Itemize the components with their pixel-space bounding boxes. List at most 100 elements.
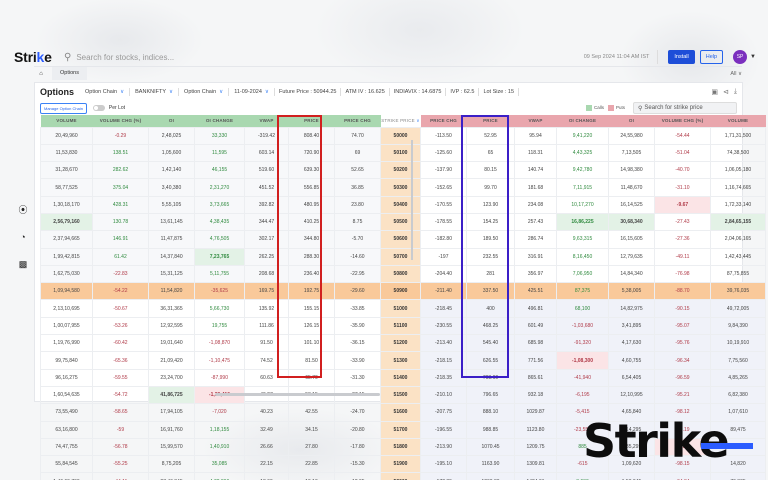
strike-price-cell[interactable]: 50700 xyxy=(380,247,421,266)
pe-cell-price-chg: -207.75 xyxy=(420,403,467,422)
col-ce-oi-change[interactable]: OI CHANGE xyxy=(194,115,245,127)
strike-logo[interactable]: Strike xyxy=(14,49,52,65)
global-search[interactable]: ⚲ Search for stocks, indices... xyxy=(64,52,174,63)
legend-puts: Puts xyxy=(607,105,625,111)
table-row[interactable]: 73,55,490 -58.65 17,94,105 -7,020 40.23 42.55… xyxy=(40,403,766,422)
vertical-scrollbar[interactable] xyxy=(411,140,413,260)
pe-cell-oi: 24,55,980 xyxy=(608,126,655,145)
filter-all-dropdown[interactable]: All ∨ xyxy=(730,70,742,77)
ce-cell-oi: 11,47,875 xyxy=(148,230,195,249)
ce-cell-oi-change: 4,76,505 xyxy=(194,230,245,249)
ce-cell-vwap: 32.49 xyxy=(244,420,289,439)
strike-price-cell[interactable]: 51400 xyxy=(380,368,421,387)
view-dropdown[interactable]: Option Chain ∨ xyxy=(80,88,131,96)
table-row[interactable]: 1,99,42,815 61.42 14,37,840 7,23,765 262.25 2… xyxy=(40,247,766,266)
col-ce-vwap[interactable]: VWAP xyxy=(244,115,289,127)
strike-price-cell[interactable]: 50800 xyxy=(380,264,421,284)
table-row[interactable]: 1,19,76,990 -60.42 19,01,640 -1,08,870 91.50… xyxy=(40,334,766,353)
col-pe-oi-change[interactable]: OI CHANGE xyxy=(556,115,609,127)
strike-price-cell[interactable]: 51500 xyxy=(380,385,421,405)
table-row[interactable]: 1,00,07,955 -53.26 12,92,595 19,755 111.86 12… xyxy=(40,316,766,336)
pe-cell-oi: 4,60,755 xyxy=(608,351,655,370)
table-row[interactable]: 1,62,75,030 -22.83 15,31,125 5,11,755 208.68… xyxy=(40,264,766,284)
col-ce-price[interactable]: PRICE xyxy=(288,115,335,127)
ce-cell-oi: 15,31,125 xyxy=(148,264,195,284)
col-ce-volume-chg[interactable]: VOLUME CHG (%) xyxy=(92,115,149,127)
col-pe-price[interactable]: PRICE xyxy=(466,115,515,127)
install-button[interactable]: Install xyxy=(668,50,695,64)
col-pe-oi[interactable]: OI xyxy=(608,115,655,127)
strike-price-cell[interactable]: 50500 xyxy=(380,212,421,232)
pie-chart-icon[interactable]: ◔ xyxy=(20,232,26,242)
col-ce-oi[interactable]: OI xyxy=(148,115,195,127)
strike-price-cell[interactable]: 51100 xyxy=(380,316,421,336)
col-ce-price-chg[interactable]: PRICE CHG xyxy=(334,115,381,127)
help-button[interactable]: Help xyxy=(699,50,724,64)
pe-cell-vwap: 1209.75 xyxy=(514,437,557,457)
ce-cell-volume: 1,19,76,990 xyxy=(40,334,93,353)
table-row[interactable]: 20,49,960 -0.29 2,48,025 33,330 -319.42 808.4… xyxy=(40,126,766,145)
strike-price-cell[interactable]: 50900 xyxy=(380,282,421,301)
table-row[interactable]: 63,16,800 -59 16,91,760 1,18,155 32.49 34.15-… xyxy=(40,420,766,439)
strike-price-cell[interactable]: 51300 xyxy=(380,351,421,370)
table-row[interactable]: 11,53,830 138.51 1,05,600 11,595 603.14 720.9… xyxy=(40,143,766,163)
table-row[interactable]: 2,56,79,160 130.78 13,61,145 4,38,435 344.47… xyxy=(40,212,766,232)
breadcrumb-options[interactable]: Options xyxy=(52,67,87,80)
col-pe-volume-chg[interactable]: VOLUME CHG (%) xyxy=(654,115,711,127)
strike-price-cell[interactable]: 52000 xyxy=(380,472,421,480)
col-pe-price-chg[interactable]: PRICE CHG xyxy=(420,115,467,127)
table-row[interactable]: 1,30,18,170 428.31 5,55,105 3,73,665 392.82 4… xyxy=(40,195,766,214)
strike-price-cell[interactable]: 50100 xyxy=(380,143,421,163)
strike-price-cell[interactable]: 51200 xyxy=(380,334,421,353)
table-row[interactable]: 1,46,69,790-44.1127,46,8454,72,89018.691… xyxy=(40,472,766,480)
ce-cell-price: 480.95 xyxy=(288,195,335,214)
home-icon[interactable]: ⌂ xyxy=(39,70,43,77)
compass-icon[interactable]: ⦿ xyxy=(18,205,28,215)
table-row[interactable]: 1,60,54,635-54.7241,86,725-1,39,41049.27… xyxy=(40,385,766,405)
chain-type-dropdown[interactable]: Option Chain ∨ xyxy=(179,88,230,96)
table-row[interactable]: 31,28,670 282.62 1,42,140 46,155 519.60 639.3… xyxy=(40,161,766,180)
table-row[interactable]: 96,16,275 -59.55 23,24,700 -87,990 60.63 65.7… xyxy=(40,368,766,387)
share-icon[interactable]: ⊲ xyxy=(723,89,729,96)
manage-option-chain-button[interactable]: Manage Option Chain xyxy=(40,102,87,114)
pe-cell-price-chg: -137.90 xyxy=(420,161,467,180)
pe-cell-vwap: 286.74 xyxy=(514,230,557,249)
strike-search-input[interactable]: ⚲ Search for strike price xyxy=(633,102,737,114)
symbol-dropdown[interactable]: BANKNIFTY ∨ xyxy=(130,88,180,96)
grid-icon[interactable]: ▩ xyxy=(18,259,28,269)
strike-price-cell[interactable]: 51600 xyxy=(380,403,421,422)
avatar[interactable]: SP xyxy=(733,50,748,64)
col-pe-volume[interactable]: VOLUME xyxy=(710,115,766,127)
col-pe-vwap[interactable]: VWAP xyxy=(514,115,557,127)
chevron-down-icon: ∨ xyxy=(416,117,420,123)
expiry-dropdown[interactable]: 11-09-2024 ∨ xyxy=(229,88,275,96)
table-row[interactable]: 2,37,94,665 146.91 11,47,875 4,76,505 302.17… xyxy=(40,230,766,249)
strike-price-cell[interactable]: 51700 xyxy=(380,420,421,439)
table-row[interactable]: 55,84,545 -55.25 8,75,205 35,085 22.15 22.85-… xyxy=(40,455,766,474)
ce-cell-volume: 1,99,42,815 xyxy=(40,247,93,266)
table-row[interactable]: 2,13,10,695 -50.67 36,31,365 5,66,730 135.92… xyxy=(40,299,766,318)
ce-cell-price: 410.25 xyxy=(288,212,335,232)
strike-price-cell[interactable]: 51000 xyxy=(380,299,421,318)
search-input[interactable]: Search for stocks, indices... xyxy=(76,52,175,62)
per-lot-toggle[interactable] xyxy=(92,105,105,111)
pe-cell-volume-chg-: -95.21 xyxy=(654,385,711,405)
table-row[interactable]: 99,75,840 -65.36 21,09,420 -1,10,475 74.52 81… xyxy=(40,351,766,370)
col-strike-price[interactable]: STRIKE PRICE ∨ xyxy=(380,115,421,127)
pe-cell-volume: 89,475 xyxy=(710,420,766,439)
caret-down-icon[interactable]: ▼ xyxy=(750,54,756,60)
ce-cell-oi-change: 5,11,755 xyxy=(194,264,245,284)
table-row[interactable]: 58,77,525 375.04 3,40,380 2,31,270 451.52 556… xyxy=(40,178,766,197)
strike-price-cell[interactable]: 50300 xyxy=(380,178,421,197)
col-ce-volume[interactable]: VOLUME xyxy=(40,115,93,127)
table-row[interactable]: 1,09,94,580 -54.22 11,54,820 -35,625 169.75 1… xyxy=(40,282,766,301)
strike-price-cell[interactable]: 51900 xyxy=(380,455,421,474)
strike-price-cell[interactable]: 51800 xyxy=(380,437,421,457)
strike-price-cell[interactable]: 50200 xyxy=(380,161,421,180)
horizontal-scrollbar[interactable] xyxy=(215,393,380,396)
download-icon[interactable]: ⤓ xyxy=(733,88,737,95)
camera-icon[interactable]: ▣ xyxy=(711,89,719,96)
strike-price-cell[interactable]: 50600 xyxy=(380,230,421,249)
strike-price-cell[interactable]: 50400 xyxy=(380,195,421,214)
strike-price-cell[interactable]: 50000 xyxy=(380,126,421,145)
